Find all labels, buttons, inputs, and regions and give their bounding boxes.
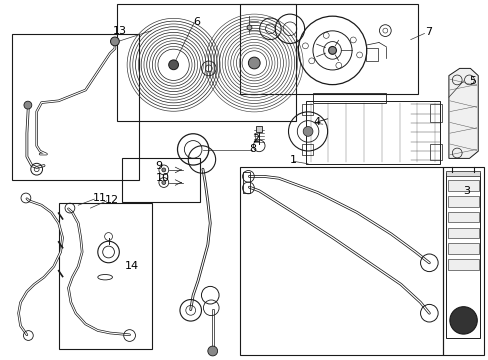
Circle shape [162, 181, 165, 184]
Circle shape [207, 346, 217, 356]
Bar [122, 158, 200, 202]
Bar [447, 180, 478, 191]
Text: 12: 12 [105, 195, 119, 205]
Text: 14: 14 [125, 261, 139, 271]
Bar [117, 4, 295, 121]
Circle shape [303, 126, 312, 136]
Bar [239, 167, 442, 355]
Bar [447, 212, 478, 222]
Bar [59, 203, 151, 349]
Text: 6: 6 [193, 17, 200, 27]
Bar [447, 243, 478, 254]
Bar [429, 144, 441, 160]
Bar [446, 171, 479, 176]
Text: 1: 1 [289, 155, 296, 165]
Circle shape [168, 60, 178, 70]
Circle shape [24, 101, 32, 109]
Bar [365, 48, 377, 61]
Bar [301, 104, 312, 115]
Bar [312, 93, 386, 103]
Bar [301, 144, 312, 155]
Bar [243, 172, 250, 193]
Bar [447, 196, 478, 207]
Circle shape [328, 46, 336, 54]
Text: 3: 3 [463, 186, 469, 196]
Text: 5: 5 [468, 76, 475, 86]
Bar [447, 228, 478, 238]
Text: 11: 11 [93, 193, 107, 203]
Circle shape [162, 168, 165, 172]
Text: 13: 13 [113, 26, 126, 36]
Text: 2: 2 [251, 134, 258, 144]
Bar [446, 173, 479, 338]
Bar [239, 4, 417, 94]
Text: 4: 4 [312, 117, 320, 127]
Bar [429, 104, 441, 122]
Circle shape [449, 307, 476, 334]
Bar [305, 101, 439, 164]
Circle shape [110, 37, 119, 46]
Text: 7: 7 [425, 27, 432, 37]
Bar [12, 34, 139, 180]
Text: 8: 8 [249, 144, 256, 154]
Circle shape [248, 57, 260, 69]
Polygon shape [448, 68, 477, 158]
Bar [447, 259, 478, 270]
Text: 9: 9 [155, 161, 163, 171]
Bar [442, 167, 483, 355]
Text: 10: 10 [155, 173, 169, 183]
